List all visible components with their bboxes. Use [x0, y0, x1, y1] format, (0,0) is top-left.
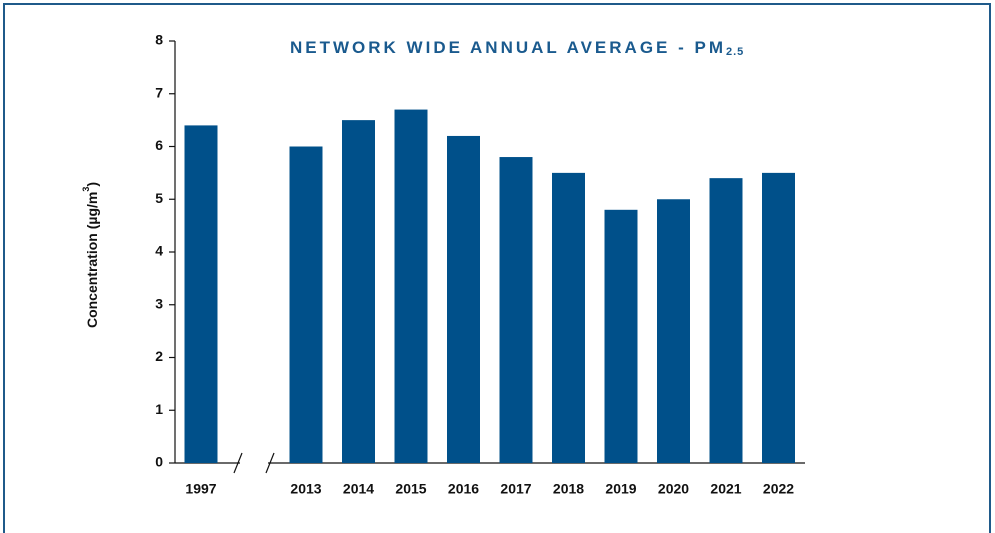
x-tick-label: 2018: [553, 481, 584, 497]
x-tick-label: 2017: [500, 481, 531, 497]
axis-break: [233, 452, 243, 474]
title-subscript: 2.5: [726, 46, 744, 58]
bar: [709, 178, 743, 463]
y-tick-label: 4: [155, 243, 163, 259]
title-main: NETWORK WIDE ANNUAL AVERAGE - PM: [290, 38, 726, 57]
y-tick-label: 7: [155, 84, 163, 100]
y-tick-label: 8: [155, 32, 163, 48]
y-axis-label: Concentration (µg/m3): [81, 182, 99, 328]
x-tick-label: 1997: [185, 481, 216, 497]
y-tick-label: 3: [155, 295, 163, 311]
x-tick-label: 2015: [395, 481, 426, 497]
bar: [447, 135, 480, 463]
y-tick-label: 2: [155, 348, 163, 364]
x-tick-label: 2013: [290, 481, 321, 497]
bar: [657, 199, 690, 463]
bar: [342, 120, 375, 463]
y-tick-label: 6: [155, 137, 163, 153]
bar: [552, 172, 585, 463]
axis-break: [265, 452, 275, 474]
frame: [3, 3, 991, 533]
chart-title: NETWORK WIDE ANNUAL AVERAGE - PM2.5: [290, 38, 744, 57]
bar: [499, 157, 533, 464]
bar: [184, 125, 218, 464]
bar: [394, 109, 428, 463]
y-tick-label: 5: [155, 190, 163, 206]
y-tick-label: 1: [155, 401, 163, 417]
y-label-end: ): [84, 182, 100, 187]
bar: [604, 209, 638, 463]
y-label-main: Concentration (µg/m: [84, 192, 100, 328]
x-tick-label: 2022: [763, 481, 794, 497]
x-tick-label: 2021: [710, 481, 741, 497]
bar: [289, 146, 323, 463]
x-tick-label: 2020: [658, 481, 689, 497]
bar: [762, 172, 795, 463]
x-tick-label: 2019: [605, 481, 636, 497]
x-tick-label: 2014: [343, 481, 374, 497]
y-tick-label: 0: [155, 454, 163, 470]
y-label-sup: 3: [81, 187, 91, 192]
x-tick-label: 2016: [448, 481, 479, 497]
